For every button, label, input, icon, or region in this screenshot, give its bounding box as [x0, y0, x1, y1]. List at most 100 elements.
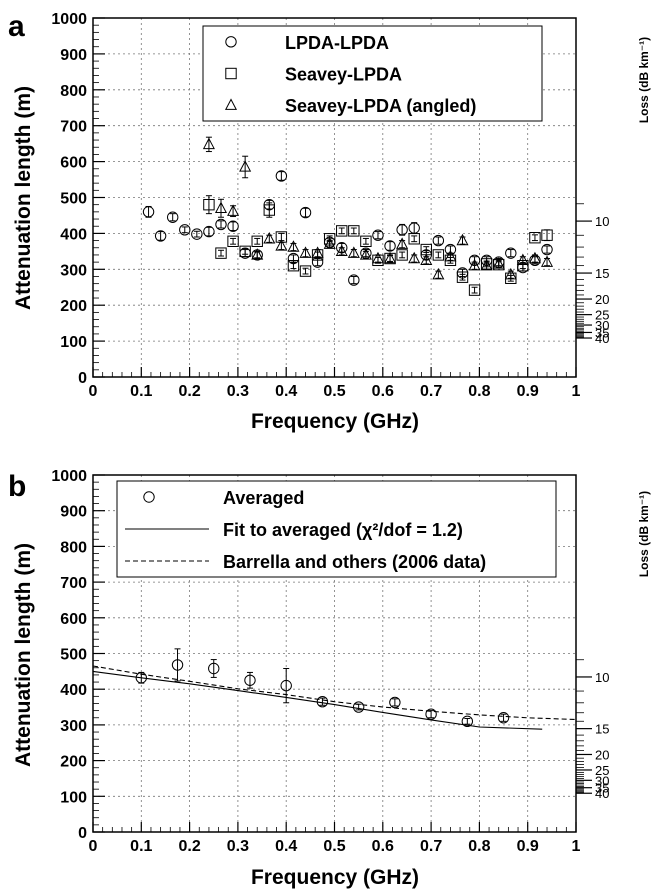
triangle-marker — [214, 201, 228, 213]
circle-marker — [384, 240, 396, 252]
y-axis-label: Attenuation length (m) — [12, 543, 35, 767]
triangle-marker — [335, 244, 348, 257]
x-axis-ticks — [92, 822, 577, 832]
square-marker — [396, 249, 408, 261]
data-point — [396, 237, 409, 249]
triangle-marker — [456, 233, 469, 246]
data-point — [505, 247, 517, 259]
circle-marker — [142, 206, 155, 218]
x-axis-ticks — [92, 367, 577, 377]
legend: LPDA-LPDA Seavey-LPDA Seavey-LPDA (angled) — [202, 25, 543, 122]
square-marker — [263, 204, 275, 216]
y-tick-labels: 0 100 200 300 400 500 600 700 800 900 1000 — [51, 468, 87, 842]
circle-marker — [227, 220, 239, 232]
data-point — [497, 712, 510, 724]
right-tick-label: 10 — [595, 670, 609, 685]
legend-entry: Barrella and others (2006 data) — [125, 552, 486, 572]
right-axis-ticks — [576, 203, 592, 339]
legend-label: Seavey-LPDA — [285, 65, 402, 85]
legend-circle-marker — [143, 491, 155, 503]
data-point — [359, 248, 372, 260]
circle-marker — [135, 672, 148, 684]
data-point — [468, 258, 481, 271]
data-point — [227, 204, 240, 218]
legend-entry: LPDA-LPDA — [225, 33, 389, 53]
data-point — [432, 234, 445, 247]
right-axis-label: Loss (dB km⁻¹) — [637, 491, 651, 577]
triangle-marker — [239, 160, 252, 172]
data-point — [191, 228, 203, 240]
square-marker — [203, 198, 215, 211]
right-tick-label: 40 — [595, 786, 609, 801]
data-point — [275, 170, 288, 182]
square-marker — [336, 225, 348, 237]
data-point — [432, 249, 445, 261]
y-axis-ticks — [93, 17, 105, 378]
circle-marker — [505, 247, 517, 259]
x-tick-label: 0.3 — [227, 383, 249, 400]
data-point — [541, 243, 553, 256]
x-tick-label: 0.2 — [178, 383, 200, 400]
triangle-marker — [251, 248, 264, 260]
triangle-marker — [227, 204, 240, 216]
y-tick-label: 900 — [60, 504, 87, 521]
data-point — [244, 671, 256, 689]
data-point — [347, 246, 360, 258]
data-point — [316, 695, 329, 708]
data-point — [504, 267, 517, 280]
data-point — [299, 246, 312, 258]
square-marker — [541, 229, 553, 241]
circle-marker — [299, 206, 312, 219]
triangle-marker — [371, 251, 384, 264]
x-tick-label: 0.2 — [178, 838, 200, 855]
data-point — [372, 229, 384, 241]
circle-marker — [541, 243, 553, 256]
x-tick-label: 0.9 — [517, 838, 539, 855]
legend-entry: Fit to averaged (χ²/dof = 1.2) — [125, 520, 463, 540]
y-tick-label: 800 — [60, 539, 87, 556]
data-point — [371, 251, 384, 264]
data-point — [287, 240, 300, 252]
y-tick-label: 300 — [60, 262, 87, 279]
triangle-marker — [408, 251, 421, 264]
x-tick-label: 0.9 — [517, 383, 539, 400]
y-axis-ticks — [93, 474, 105, 833]
y-tick-label: 200 — [60, 754, 87, 771]
circle-marker — [372, 229, 384, 241]
right-tick-label: 35 — [595, 781, 609, 796]
circle-marker — [389, 696, 401, 709]
y-tick-label: 0 — [78, 370, 87, 387]
data-point — [360, 235, 372, 247]
y-tick-label: 600 — [60, 155, 87, 172]
legend-label: Averaged — [223, 488, 304, 508]
data-point — [336, 225, 348, 237]
data-point — [215, 218, 227, 231]
right-tick-label: 25 — [595, 763, 609, 778]
circle-marker — [461, 715, 474, 728]
triangle-marker — [287, 240, 300, 252]
panel-label-a: a — [8, 10, 25, 43]
triangle-marker — [444, 249, 457, 262]
triangle-marker — [468, 258, 481, 271]
data-point — [208, 659, 220, 678]
square-marker — [360, 235, 372, 247]
triangle-marker — [299, 246, 312, 258]
right-axis-label: Loss (dB km⁻¹) — [637, 37, 651, 123]
data-point — [384, 240, 396, 252]
data-point — [468, 284, 481, 296]
circle-marker — [280, 679, 292, 692]
circle-marker — [348, 274, 360, 286]
y-tick-label: 200 — [60, 298, 87, 315]
data-point — [202, 136, 215, 153]
chart-panel-a: a 0 0.1 0.2 0.3 0.4 0.5 0.6 0.7 0.8 0.9 1 0 100 200 3… — [8, 10, 651, 433]
data-point — [335, 244, 348, 257]
data-point — [263, 202, 275, 218]
triangle-marker — [528, 251, 541, 264]
legend-entry: Averaged — [143, 488, 304, 508]
x-tick-label: 0.4 — [275, 838, 297, 855]
square-marker — [456, 271, 469, 283]
data-point — [263, 232, 276, 244]
square-marker — [215, 247, 227, 259]
x-tick-labels: 0 0.1 0.2 0.3 0.4 0.5 0.6 0.7 0.8 0.9 1 — [89, 383, 581, 400]
